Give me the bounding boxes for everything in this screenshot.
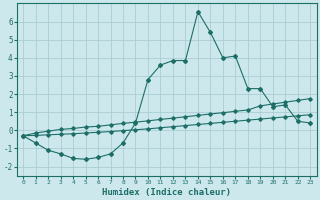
- X-axis label: Humidex (Indice chaleur): Humidex (Indice chaleur): [102, 188, 231, 197]
